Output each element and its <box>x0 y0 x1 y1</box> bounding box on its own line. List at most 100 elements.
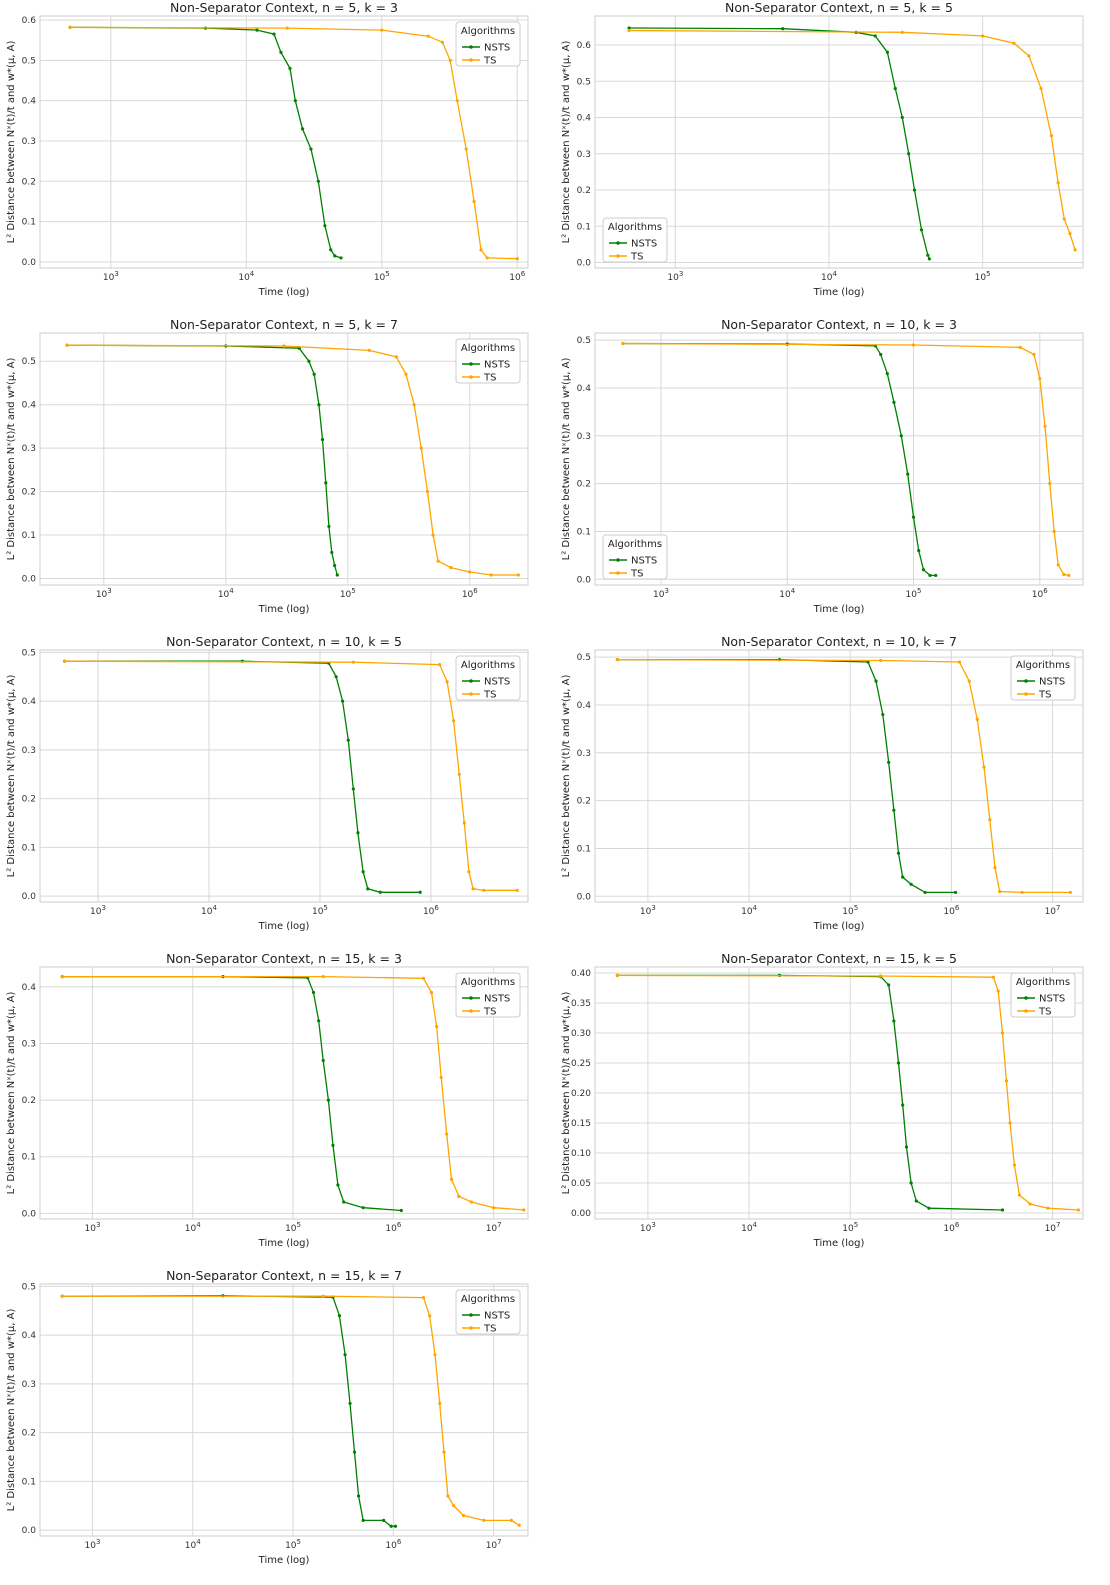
legend-marker <box>1024 692 1028 696</box>
data-point-ts <box>1062 572 1066 577</box>
y-tick-label: 0.00 <box>571 1209 591 1219</box>
data-point-ts <box>455 99 459 103</box>
data-point-nsts <box>361 870 365 874</box>
chart-title: Non-Separator Context, n = 5, k = 5 <box>725 0 953 15</box>
y-tick-label: 0.0 <box>22 574 37 584</box>
legend-box <box>1010 972 1076 1018</box>
legend-item-nsts: NSTS <box>484 1311 510 1322</box>
data-point-ts <box>879 974 883 978</box>
data-point-nsts <box>901 875 905 879</box>
data-point-ts <box>515 257 519 261</box>
legend-marker <box>469 1313 473 1317</box>
legend-title: Algorithms <box>461 26 515 37</box>
data-point-ts <box>457 772 461 776</box>
data-point-nsts <box>335 573 339 577</box>
data-point-ts <box>63 659 67 663</box>
data-point-ts <box>421 976 426 980</box>
data-point-ts <box>471 887 475 891</box>
data-point-nsts <box>342 1200 346 1204</box>
data-point-nsts <box>899 434 903 438</box>
x-tick-label: 104 <box>779 587 795 600</box>
legend-item-ts: TS <box>1038 690 1051 701</box>
chart-svg: 103 104 105 106 0.0 0.1 0.2 0.3 0.4 0.5 Non-Separa… <box>561 317 1084 615</box>
data-point-nsts <box>361 1518 365 1523</box>
y-tick-label: 0.2 <box>22 177 36 187</box>
data-point-ts <box>1068 890 1072 895</box>
x-tick-label: 103 <box>653 587 669 600</box>
data-point-nsts <box>293 99 297 103</box>
y-tick-label: 0.5 <box>22 56 36 66</box>
data-point-nsts <box>909 882 913 886</box>
y-tick-label: 0.4 <box>577 114 592 124</box>
legend-marker <box>469 375 473 379</box>
y-tick-label: 0.3 <box>22 1039 36 1049</box>
data-point-nsts <box>307 359 311 363</box>
x-tick-label: 107 <box>1045 904 1061 917</box>
data-point-nsts <box>919 228 924 232</box>
y-tick-label: 0.0 <box>22 892 37 902</box>
x-tick-label: 105 <box>312 904 328 917</box>
data-point-ts <box>1038 376 1042 381</box>
data-point-ts <box>988 818 992 822</box>
x-tick-label: 105 <box>906 587 922 600</box>
data-point-nsts <box>336 1183 340 1187</box>
y-tick-label: 0.5 <box>577 77 591 87</box>
data-point-ts <box>438 663 442 667</box>
series-line-nsts <box>70 26 342 259</box>
x-tick-label: 103 <box>640 1221 656 1234</box>
data-point-ts <box>996 989 1000 993</box>
data-point-nsts <box>909 1181 913 1185</box>
data-point-ts <box>1000 1031 1005 1035</box>
y-tick-label: 0.25 <box>571 1059 591 1069</box>
data-point-ts <box>438 1401 442 1406</box>
data-point-nsts <box>255 28 259 32</box>
legend-item-nsts: NSTS <box>484 994 510 1005</box>
data-point-nsts <box>928 573 932 578</box>
data-point-nsts <box>311 990 316 995</box>
data-point-ts <box>449 566 453 570</box>
legend: Algorithms NSTS TS <box>455 21 521 67</box>
series-line-ts <box>62 975 524 1211</box>
y-tick-label: 0.4 <box>22 1331 37 1341</box>
data-point-nsts <box>288 66 292 71</box>
x-tick-label: 105 <box>285 1221 301 1234</box>
legend: Algorithms NSTS TS <box>455 655 521 701</box>
chart-title: Non-Separator Context, n = 15, k = 7 <box>166 1268 402 1283</box>
data-point-nsts <box>333 254 337 258</box>
data-point-ts <box>1039 86 1043 91</box>
data-point-ts <box>433 1353 437 1357</box>
data-point-ts <box>425 489 430 494</box>
data-point-ts <box>419 446 423 450</box>
data-point-ts <box>1004 1079 1009 1083</box>
data-point-nsts <box>896 851 901 855</box>
data-point-nsts <box>352 1450 357 1454</box>
legend: Algorithms NSTS TS <box>1010 655 1076 701</box>
plot-area <box>39 1283 529 1537</box>
legend-marker <box>469 692 473 696</box>
data-point-nsts <box>781 27 785 31</box>
data-point-ts <box>451 719 456 723</box>
data-point-nsts <box>627 26 631 30</box>
chart-title: Non-Separator Context, n = 5, k = 7 <box>170 317 398 332</box>
x-axis-label: Time (log) <box>813 1238 865 1249</box>
data-point-ts <box>469 1200 474 1204</box>
x-axis-label: Time (log) <box>258 1555 310 1566</box>
data-point-nsts <box>873 34 877 38</box>
data-point-nsts <box>366 887 370 891</box>
data-point-nsts <box>326 1098 330 1102</box>
data-point-ts <box>65 343 69 347</box>
x-tick-label: 106 <box>385 1221 401 1234</box>
chart-title: Non-Separator Context, n = 10, k = 7 <box>721 634 957 649</box>
y-tick-label: 0.30 <box>571 1029 591 1039</box>
x-tick-label: 103 <box>84 1538 100 1551</box>
data-point-ts <box>516 573 520 577</box>
legend-item-nsts: NSTS <box>1039 994 1065 1005</box>
data-point-ts <box>380 28 384 32</box>
data-point-nsts <box>927 257 931 261</box>
data-point-ts <box>428 1314 432 1318</box>
y-axis-label: L² Distance between Nˣ(t)/t and w*(μ, A) <box>6 992 17 1195</box>
legend-marker <box>469 1009 473 1013</box>
data-point-nsts <box>926 253 930 257</box>
y-tick-label: 0.2 <box>22 1096 36 1106</box>
y-tick-label: 0.2 <box>577 797 591 807</box>
